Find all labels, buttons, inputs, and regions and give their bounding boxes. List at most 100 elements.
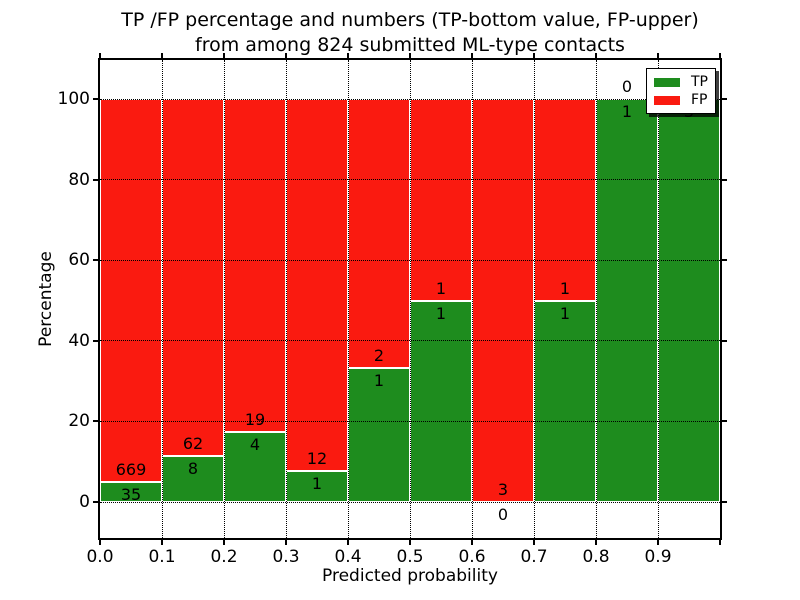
fp-bar-segment xyxy=(162,99,224,456)
x-tick-label: 0.8 xyxy=(582,547,610,567)
y-tick-label: 20 xyxy=(68,411,90,432)
horizontal-gridline xyxy=(100,259,720,261)
fp-count-label: 0 xyxy=(621,77,633,96)
y-tick-mark xyxy=(722,420,727,423)
legend-label-tp: TP xyxy=(691,74,708,90)
x-tick-mark xyxy=(99,53,101,58)
vertical-gridline xyxy=(409,60,411,538)
x-tick-label: 0.4 xyxy=(334,547,362,567)
fp-count-label: 3 xyxy=(497,480,509,499)
tp-count-label: 1 xyxy=(435,303,447,323)
tp-count-label: 4 xyxy=(249,434,261,454)
horizontal-gridline xyxy=(100,501,720,503)
x-tick-mark xyxy=(657,53,659,58)
x-tick-mark xyxy=(657,540,659,545)
tp-count-label: 1 xyxy=(311,474,323,493)
fp-count-label: 2 xyxy=(373,345,385,365)
x-tick-mark xyxy=(161,540,163,545)
y-tick-mark xyxy=(93,98,98,100)
tp-bar-segment xyxy=(658,99,720,502)
fp-count-label: 669 xyxy=(115,459,147,479)
x-tick-mark xyxy=(409,540,411,545)
y-tick-label: 100 xyxy=(57,89,90,109)
y-tick-mark xyxy=(93,259,98,262)
fp-count-label: 12 xyxy=(306,449,328,468)
x-tick-mark xyxy=(285,53,287,58)
vertical-gridline xyxy=(471,60,473,538)
tp-count-label: 1 xyxy=(621,102,633,121)
tp-count-label: 8 xyxy=(187,458,199,478)
y-axis-label: Percentage xyxy=(36,251,56,347)
x-tick-mark xyxy=(533,53,535,58)
tp-bar-segment xyxy=(534,300,596,502)
horizontal-gridline xyxy=(100,179,720,181)
x-tick-mark xyxy=(595,53,597,58)
x-tick-mark xyxy=(595,540,597,545)
x-tick-label: 0.1 xyxy=(148,547,176,567)
x-tick-mark xyxy=(471,540,473,545)
x-tick-mark xyxy=(99,540,101,545)
tp-count-label: 1 xyxy=(373,370,385,390)
y-tick-mark xyxy=(722,259,727,262)
tp-bar-segment xyxy=(410,300,472,502)
x-tick-mark xyxy=(719,540,721,545)
x-tick-mark xyxy=(223,540,225,545)
chart-title: TP /FP percentage and numbers (TP-bottom… xyxy=(20,8,800,58)
y-tick-mark xyxy=(93,501,98,503)
x-tick-label: 0.0 xyxy=(86,547,114,567)
fp-bar-segment xyxy=(100,99,162,482)
tp-count-label: 35 xyxy=(120,484,142,504)
legend-item-tp: TP xyxy=(654,75,715,89)
x-tick-mark xyxy=(285,540,287,545)
horizontal-gridline xyxy=(100,340,720,342)
fp-count-label: 19 xyxy=(244,409,266,429)
fp-bar-segment xyxy=(410,99,472,301)
vertical-gridline xyxy=(533,60,535,538)
vertical-gridline xyxy=(347,60,349,538)
x-tick-mark xyxy=(533,540,535,545)
tp-count-label: 0 xyxy=(497,505,509,524)
legend: TP FP xyxy=(646,68,716,114)
tp-swatch-icon xyxy=(654,77,680,87)
x-tick-label: 0.7 xyxy=(520,547,548,567)
x-tick-label: 0.6 xyxy=(458,547,486,567)
y-tick-label: 40 xyxy=(68,330,90,351)
horizontal-gridline xyxy=(100,420,720,422)
y-tick-mark xyxy=(722,339,727,342)
y-tick-label: 60 xyxy=(68,250,90,271)
fp-count-label: 62 xyxy=(182,433,204,453)
x-tick-mark xyxy=(223,53,225,58)
y-tick-label: 80 xyxy=(68,169,90,190)
fp-count-label: 1 xyxy=(559,278,571,298)
tp-count-label: 1 xyxy=(559,303,571,323)
tp-bar-segment xyxy=(596,99,658,502)
fp-bar-segment xyxy=(348,99,410,368)
vertical-gridline xyxy=(595,60,597,538)
fp-bar-segment xyxy=(534,99,596,301)
fp-bar-segment xyxy=(472,99,534,502)
vertical-gridline xyxy=(161,60,163,538)
x-axis-label: Predicted probability xyxy=(322,566,498,586)
fp-bar-segment xyxy=(224,99,286,432)
fp-bar-segment xyxy=(286,99,348,471)
x-tick-mark xyxy=(161,53,163,58)
vertical-gridline xyxy=(285,60,287,538)
x-tick-mark xyxy=(347,540,349,545)
x-tick-mark xyxy=(409,53,411,58)
y-tick-mark xyxy=(93,339,98,342)
y-tick-mark xyxy=(93,178,98,181)
y-tick-mark xyxy=(722,501,727,503)
y-tick-label: 0 xyxy=(79,492,90,512)
x-tick-mark xyxy=(719,53,721,58)
tp-bar-segment xyxy=(224,431,286,502)
tp-bar-segment xyxy=(348,367,410,502)
x-tick-label: 0.9 xyxy=(644,547,672,567)
y-tick-mark xyxy=(722,98,727,100)
fp-count-label: 1 xyxy=(435,278,447,298)
x-tick-label: 0.3 xyxy=(272,547,300,567)
legend-label-fp: FP xyxy=(691,92,708,108)
vertical-gridline xyxy=(223,60,225,538)
x-tick-mark xyxy=(347,53,349,58)
fp-swatch-icon xyxy=(654,95,680,105)
